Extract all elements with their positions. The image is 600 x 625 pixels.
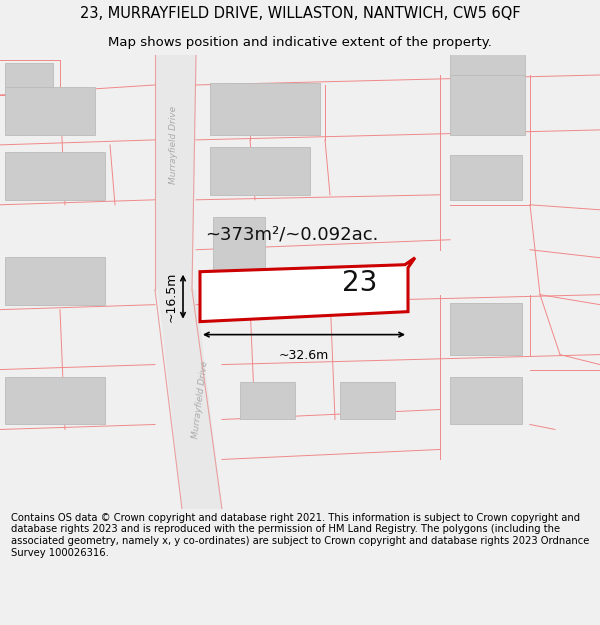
Bar bbox=[5, 152, 105, 200]
Bar bbox=[5, 63, 53, 88]
Polygon shape bbox=[155, 55, 196, 289]
Text: 23: 23 bbox=[341, 269, 377, 296]
Polygon shape bbox=[200, 258, 415, 322]
Text: ~373m²/~0.092ac.: ~373m²/~0.092ac. bbox=[205, 226, 379, 244]
Text: Murrayfield Drive: Murrayfield Drive bbox=[169, 106, 178, 184]
Bar bbox=[450, 30, 525, 75]
Bar bbox=[5, 87, 95, 135]
Bar bbox=[5, 376, 105, 424]
Bar bbox=[210, 147, 310, 195]
Bar bbox=[450, 376, 522, 424]
Bar bbox=[450, 155, 522, 200]
Text: 23, MURRAYFIELD DRIVE, WILLASTON, NANTWICH, CW5 6QF: 23, MURRAYFIELD DRIVE, WILLASTON, NANTWI… bbox=[80, 6, 520, 21]
Bar bbox=[210, 83, 320, 135]
Bar bbox=[240, 381, 295, 419]
Text: ~16.5m: ~16.5m bbox=[165, 271, 178, 322]
Text: Contains OS data © Crown copyright and database right 2021. This information is : Contains OS data © Crown copyright and d… bbox=[11, 513, 589, 558]
Text: ~32.6m: ~32.6m bbox=[279, 349, 329, 362]
Polygon shape bbox=[158, 289, 222, 509]
Bar bbox=[213, 217, 265, 282]
Bar bbox=[5, 257, 105, 304]
Text: Murrayfield Drive: Murrayfield Drive bbox=[191, 360, 209, 439]
Text: Map shows position and indicative extent of the property.: Map shows position and indicative extent… bbox=[108, 36, 492, 49]
Bar bbox=[450, 75, 525, 135]
Bar bbox=[340, 381, 395, 419]
Bar bbox=[450, 302, 522, 354]
